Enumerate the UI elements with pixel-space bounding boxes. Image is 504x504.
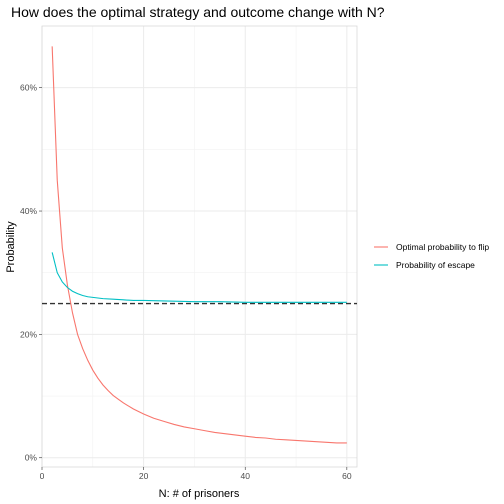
y-axis-ticks: 0% 20% 40% 60% <box>20 83 42 463</box>
x-tick-label: 60 <box>342 471 352 481</box>
x-axis-ticks: 0 20 40 60 <box>40 467 352 481</box>
grid <box>41 25 358 468</box>
legend: Optimal probability to flip Probability o… <box>374 242 489 270</box>
y-tick-label: 40% <box>20 206 37 216</box>
y-tick-label: 0% <box>25 453 38 463</box>
panel-border <box>41 25 358 468</box>
y-tick-label: 60% <box>20 83 37 93</box>
x-tick-label: 0 <box>40 471 45 481</box>
series-lines <box>51 46 347 444</box>
legend-label-0: Optimal probability to flip <box>396 242 489 252</box>
x-axis-title: N: # of prisoners <box>159 488 240 500</box>
y-tick-label: 20% <box>20 329 37 339</box>
series-line-0 <box>51 46 347 444</box>
x-tick-label: 20 <box>139 471 149 481</box>
plot-panel <box>42 26 357 467</box>
legend-label-1: Probability of escape <box>396 260 475 270</box>
series-line-1 <box>51 252 347 303</box>
x-tick-label: 40 <box>240 471 250 481</box>
chart-title: How does the optimal strategy and outcom… <box>11 4 385 20</box>
y-axis-title: Probability <box>5 221 17 273</box>
